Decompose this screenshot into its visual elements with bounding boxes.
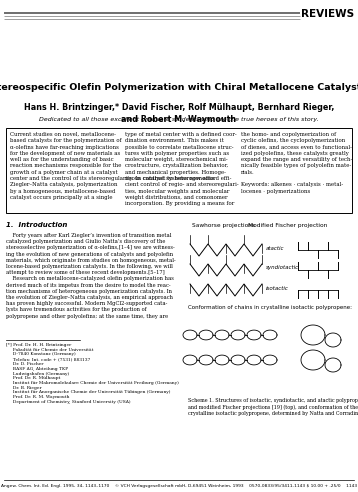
Text: the homo- and copolymerization of
cyclic olefins, the cyclopolymerization
of die: the homo- and copolymerization of cyclic… bbox=[241, 132, 352, 193]
Text: Forty years after Karl Ziegler’s invention of transition metal
catalyzed polymer: Forty years after Karl Ziegler’s inventi… bbox=[6, 233, 176, 319]
Text: Dedicated to all those excellent graduate students who are the true heroes of th: Dedicated to all those excellent graduat… bbox=[39, 118, 319, 123]
Text: Sawhorse projections: Sawhorse projections bbox=[192, 222, 255, 227]
Text: Angew. Chem. Int. Ed. Engl. 1995, 34, 1143–1170    © VCH Verlagsgesellschaft mbH: Angew. Chem. Int. Ed. Engl. 1995, 34, 11… bbox=[1, 484, 357, 488]
Text: isotactic: isotactic bbox=[266, 285, 289, 290]
Text: Conformation of chains in crystalline isotactic polypropene:: Conformation of chains in crystalline is… bbox=[188, 306, 352, 310]
Text: type of metal center with a defined coor-
dination environment. This makes it
po: type of metal center with a defined coor… bbox=[125, 132, 239, 206]
Text: REVIEWS: REVIEWS bbox=[301, 9, 354, 19]
Text: 1.  Introduction: 1. Introduction bbox=[6, 222, 67, 228]
Text: syndiotactic: syndiotactic bbox=[266, 266, 299, 271]
Text: Current studies on novel, metallocene-
based catalysts for the polymerization of: Current studies on novel, metallocene- b… bbox=[10, 132, 215, 200]
Text: Scheme 1. Structures of isotactic, syndiotactic, and atactic polypropenes in saw: Scheme 1. Structures of isotactic, syndi… bbox=[188, 398, 358, 416]
Text: Modified Fischer projection: Modified Fischer projection bbox=[248, 222, 328, 227]
Text: [*] Prof. Dr. H. H. Brintzinger
     Fakultät für Chemie der Universität
     D-: [*] Prof. Dr. H. H. Brintzinger Fakultät… bbox=[6, 343, 179, 404]
Text: Stereospecific Olefin Polymerization with Chiral Metallocene Catalysts: Stereospecific Olefin Polymerization wit… bbox=[0, 84, 358, 92]
Bar bbox=[6, 128, 352, 213]
Text: Hans H. Brintzinger,* David Fischer, Rolf Mülhaupt, Bernhard Rieger,
and Robert : Hans H. Brintzinger,* David Fischer, Rol… bbox=[24, 103, 334, 124]
Text: atactic: atactic bbox=[266, 246, 285, 251]
